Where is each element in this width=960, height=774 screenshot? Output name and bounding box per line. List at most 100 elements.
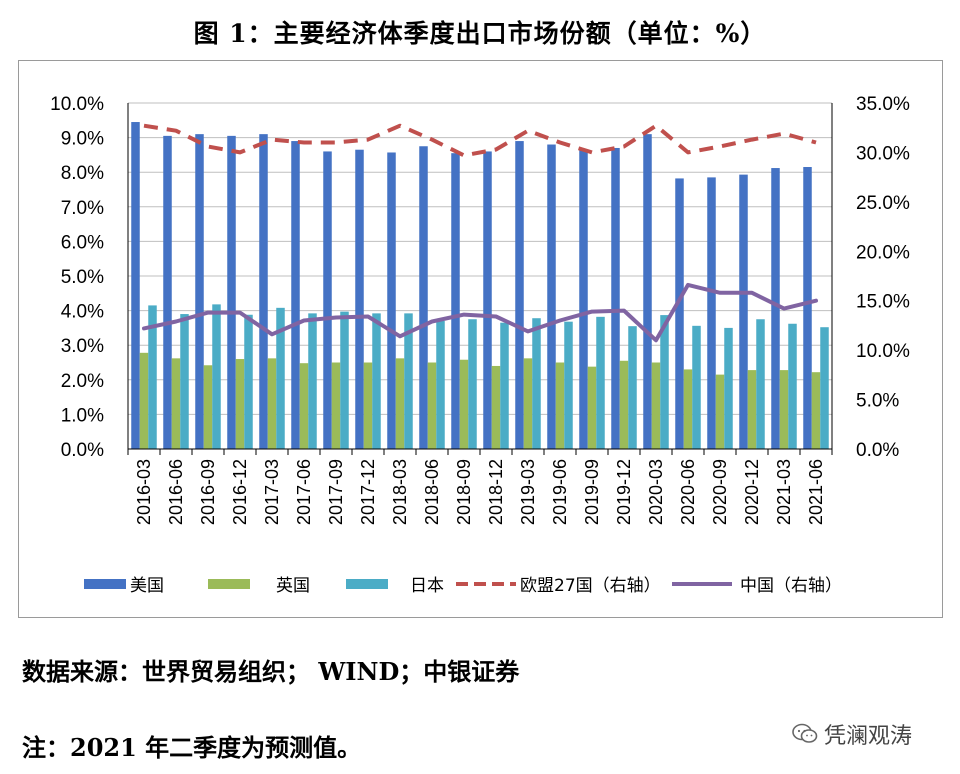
bar [308,313,317,449]
legend-label: 英国 [276,576,310,596]
x-tick-label: 2017-09 [326,459,346,525]
y-tick-label: 0.0% [61,440,104,461]
bar [180,314,189,449]
note-text: 注：2021 年二季度为预测值。 [22,733,362,762]
x-tick-label: 2020-09 [710,459,730,525]
bar [715,374,725,449]
legend-label: 日本 [410,576,444,596]
x-tick-label: 2017-12 [358,459,378,525]
y2-tick-label: 0.0% [856,440,899,461]
y-tick-label: 1.0% [61,405,104,426]
bar [515,141,524,449]
bar [259,134,268,449]
y-tick-label: 9.0% [61,129,104,150]
bar [619,360,629,449]
bar [419,146,428,449]
watermark: 凭澜观涛 [792,718,912,750]
x-tick-label: 2016-09 [198,459,218,525]
y2-tick-label: 15.0% [856,292,910,313]
bar [564,321,573,449]
bar [628,326,637,449]
legend-swatch [208,579,250,589]
bar [660,315,669,449]
wechat-icon [792,723,818,743]
y2-tick-label: 25.0% [856,193,910,214]
bar [771,168,780,449]
y-tick-label: 5.0% [61,267,104,288]
bar [387,152,396,449]
bar [707,177,716,449]
bar [532,318,541,449]
bar [291,141,300,449]
legend-label: 美国 [130,576,164,596]
bar [523,358,533,449]
bar [203,365,213,449]
bar [323,151,332,449]
bar [451,153,460,450]
x-tick-label: 2017-03 [262,459,282,525]
legend-label: 中国（右轴） [740,576,842,596]
x-tick-label: 2019-12 [614,459,634,525]
bar [468,319,477,449]
bar [643,134,652,449]
x-tick-label: 2018-03 [390,459,410,525]
bar [803,167,812,449]
chart-title: 图 1：主要经济体季度出口市场份额（单位：%） [193,19,767,48]
bar [139,352,149,449]
legend-label: 欧盟27国（右轴） [520,576,661,596]
y2-tick-label: 35.0% [856,94,910,115]
bar [355,149,364,449]
bar [459,359,469,449]
bar [596,316,605,449]
bar [547,144,556,449]
x-tick-label: 2019-03 [518,459,538,525]
bar [555,362,565,449]
bar [651,362,661,449]
x-tick-label: 2020-03 [646,459,666,525]
y-tick-label: 2.0% [61,371,104,392]
bar [331,362,341,449]
x-tick-label: 2021-03 [774,459,794,525]
x-tick-label: 2020-06 [678,459,698,525]
bar [395,358,405,449]
bar [675,178,684,450]
bar [683,369,693,449]
bar [195,134,204,449]
bar [483,151,492,449]
legend-swatch [84,579,126,589]
x-tick-label: 2019-06 [550,459,570,525]
y2-tick-label: 10.0% [856,341,910,362]
x-tick-label: 2020-12 [742,459,762,525]
bar [756,319,765,449]
x-tick-label: 2016-06 [166,459,186,525]
x-tick-label: 2018-12 [486,459,506,525]
bar [340,311,349,449]
y-tick-label: 4.0% [61,302,104,323]
y-tick-label: 7.0% [61,198,104,219]
bar [363,362,373,449]
bar [235,359,245,449]
bar [163,135,172,449]
legend-swatch [346,579,388,589]
bar [244,314,253,449]
x-tick-label: 2017-06 [294,459,314,525]
bar [587,366,597,449]
y2-tick-label: 30.0% [856,143,910,164]
bar [148,305,157,449]
x-tick-label: 2019-09 [582,459,602,525]
bar [267,358,277,449]
y-tick-label: 3.0% [61,336,104,357]
bar [692,325,701,449]
bar [299,363,309,449]
x-tick-label: 2016-12 [230,459,250,525]
x-tick-label: 2018-06 [422,459,442,525]
y2-tick-label: 5.0% [856,391,899,412]
y-tick-label: 8.0% [61,163,104,184]
y-tick-label: 10.0% [50,94,104,115]
series-line [143,123,817,158]
bar [739,174,748,449]
x-tick-label: 2018-09 [454,459,474,525]
bar [404,313,413,449]
bar [611,147,620,450]
bar [788,323,797,449]
